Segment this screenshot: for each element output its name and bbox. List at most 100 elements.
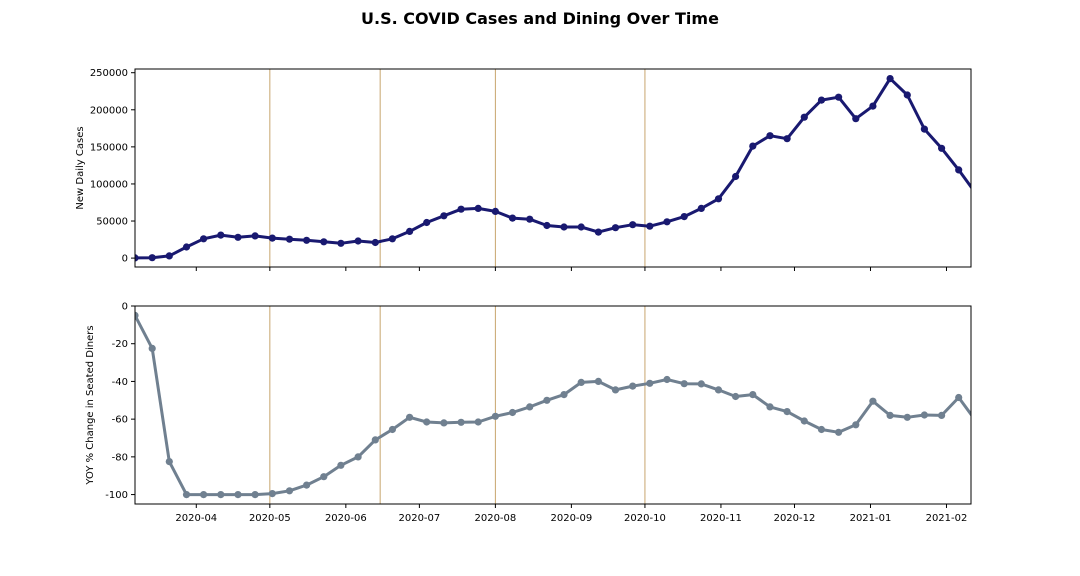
diners-point — [182, 491, 191, 499]
y-tick-label: -80 — [112, 452, 128, 463]
diners-axes-frame — [134, 305, 972, 505]
case-point — [663, 218, 671, 226]
case-point — [938, 144, 946, 152]
diners-point — [285, 487, 294, 495]
diners-point — [749, 391, 757, 399]
x-tick-label: 2020-09 — [550, 513, 592, 524]
diners-series — [135, 311, 979, 499]
diners-point — [217, 491, 225, 499]
diners-point — [646, 379, 654, 387]
diners-panel: -100-80-60-40-200 2020-04 2020-05 2020-06 2… — [85, 302, 979, 524]
case-point — [440, 212, 448, 220]
case-point — [508, 214, 517, 222]
case-point — [886, 75, 894, 83]
diners-point — [165, 458, 173, 466]
diners-point — [320, 473, 328, 481]
diners-point — [234, 491, 242, 499]
case-point — [611, 224, 620, 232]
diners-point — [354, 453, 362, 461]
x-tick-label: 2020-08 — [474, 513, 516, 524]
diners-point — [852, 421, 860, 429]
y-tick-label: 200000 — [90, 105, 128, 116]
diners-point — [491, 412, 499, 420]
case-point — [800, 113, 808, 121]
diners-point — [732, 392, 740, 401]
diners-point — [560, 391, 568, 399]
case-point — [594, 228, 603, 236]
case-point — [474, 204, 482, 212]
diners-point — [783, 408, 791, 416]
diners-point — [406, 413, 414, 421]
diners-point — [200, 491, 208, 499]
diners-point — [955, 393, 963, 402]
cases-series — [135, 75, 979, 262]
y-tick-label: 150000 — [90, 142, 128, 153]
case-line — [135, 77, 971, 260]
diners-point — [251, 491, 259, 499]
diners-point — [629, 382, 637, 390]
diners-point — [835, 428, 843, 436]
x-tick-label: 2020-06 — [325, 513, 367, 524]
diners-point — [972, 417, 979, 424]
case-point — [423, 218, 431, 227]
diners-point — [268, 490, 276, 498]
diners-point — [543, 396, 551, 404]
diners-point — [869, 397, 877, 405]
diners-y-axis: -100 -80 -60 -40 -20 0 — [105, 302, 135, 501]
case-point — [972, 190, 979, 197]
cases-y-axis-label: New Daily Cases — [75, 126, 86, 209]
diners-point — [800, 417, 808, 425]
y-tick-label: 50000 — [96, 217, 128, 228]
diners-point — [135, 311, 139, 319]
x-tick-label: 2020-05 — [249, 513, 291, 524]
case-point — [577, 223, 585, 231]
case-point — [714, 195, 723, 203]
diners-point — [337, 461, 345, 469]
cases-y-axis: 0 50000 100000 150000 200000 250000 — [90, 68, 135, 265]
y-tick-label: -100 — [105, 490, 128, 501]
case-point — [680, 213, 688, 221]
case-point — [955, 166, 963, 174]
case-point — [285, 235, 294, 243]
x-tick-label: 2020-04 — [175, 513, 217, 524]
case-point — [234, 233, 242, 241]
case-point — [406, 227, 414, 235]
y-tick-label: 100000 — [90, 179, 128, 190]
case-point — [200, 235, 208, 243]
case-point — [165, 252, 173, 260]
case-point — [869, 102, 877, 110]
x-tick-label: 2020-12 — [774, 513, 816, 524]
case-point — [903, 91, 911, 99]
case-point — [148, 254, 156, 262]
case-point — [560, 223, 568, 231]
y-tick-label: 250000 — [90, 68, 128, 79]
diners-x-axis: 2020-04 2020-05 2020-06 2020-07 2020-08 2020-… — [175, 504, 967, 524]
diners-point — [663, 375, 671, 384]
case-point — [251, 232, 259, 240]
diners-point — [440, 419, 448, 427]
case-point — [268, 234, 276, 242]
diners-point — [371, 436, 379, 444]
diners-point — [920, 411, 929, 419]
case-point — [388, 235, 396, 243]
diners-point — [594, 377, 603, 385]
case-point — [629, 221, 637, 229]
y-tick-label: -60 — [112, 415, 128, 426]
case-point — [732, 172, 740, 181]
case-point — [817, 96, 826, 104]
case-point — [320, 238, 328, 246]
case-point — [749, 142, 757, 150]
diners-point — [508, 408, 517, 417]
case-point — [835, 93, 843, 101]
case-point — [337, 239, 345, 247]
diners-point — [526, 403, 534, 411]
diners-line — [135, 314, 971, 497]
x-tick-label: 2020-10 — [624, 513, 666, 524]
diners-point — [903, 413, 911, 421]
diners-point — [577, 378, 585, 386]
diners-y-axis-label: YOY % Change in Seated Diners — [85, 325, 96, 485]
diners-point — [388, 425, 396, 434]
diners-point — [714, 386, 723, 394]
diners-point — [886, 411, 894, 419]
